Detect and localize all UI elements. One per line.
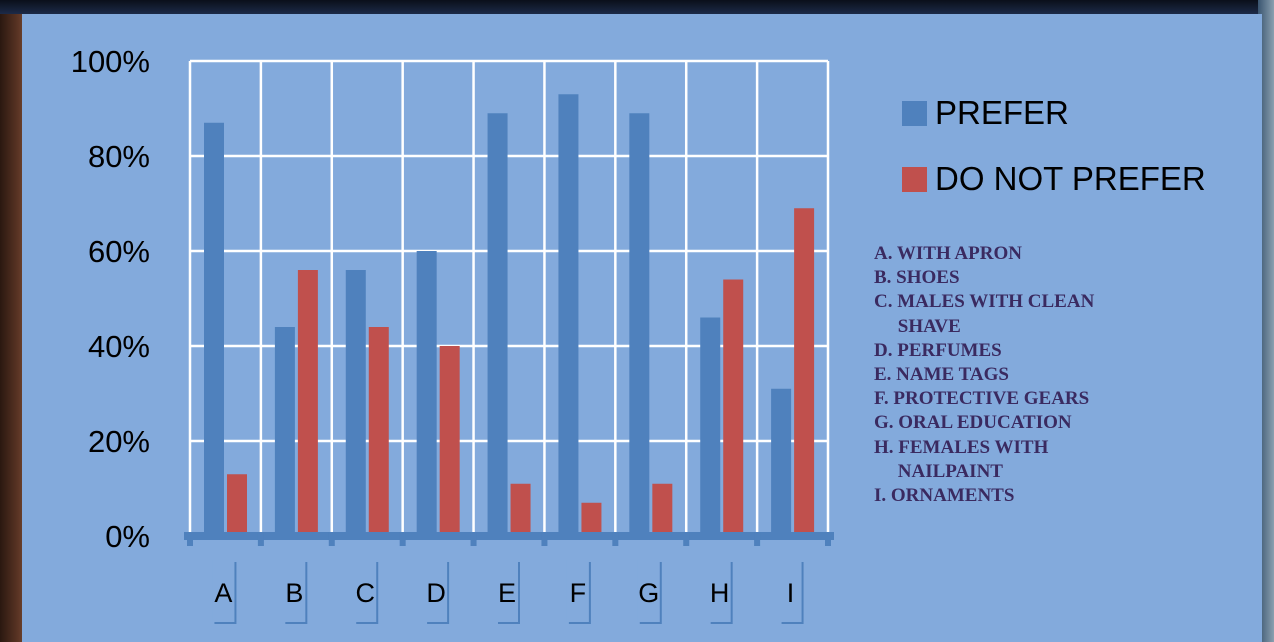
x-tick-label: D	[426, 578, 446, 608]
legend-swatch-do-not-prefer	[902, 166, 927, 192]
x-axis-tick	[683, 532, 690, 546]
x-axis	[184, 532, 834, 546]
legend-label-do-not-prefer: DO NOT PREFER	[935, 160, 1206, 197]
note-i: I. ORNAMENTS	[874, 485, 1015, 507]
x-tick-label: C	[355, 578, 375, 608]
x-tick-box-face	[496, 560, 518, 622]
note-g: G. ORAL EDUCATION	[874, 412, 1072, 434]
bars	[204, 94, 815, 536]
x-tick-label: H	[710, 578, 730, 608]
bar-do-not-prefer-h	[723, 279, 744, 536]
x-tick-box-face	[637, 560, 660, 622]
note-b: B. SHOES	[874, 267, 960, 289]
note-d: D. PERFUMES	[874, 339, 1002, 361]
y-tick-label: 20%	[88, 424, 150, 459]
x-axis-tick	[541, 532, 548, 546]
x-tick-label: B	[285, 578, 303, 608]
x-tick-box-face	[354, 560, 377, 622]
bar-do-not-prefer-e	[510, 483, 531, 536]
note-e: E. NAME TAGS	[874, 364, 1009, 386]
x-tick-box-face	[283, 560, 306, 622]
x-tick-box-face	[566, 560, 589, 622]
note-c-cont: SHAVE	[874, 315, 961, 337]
x-axis-tick	[257, 532, 264, 546]
x-axis-tick	[399, 532, 406, 546]
legend-label-prefer: PREFER	[935, 94, 1069, 131]
x-axis-tick	[754, 532, 761, 546]
bar-prefer-a	[204, 122, 224, 536]
bar-do-not-prefer-b	[297, 270, 318, 536]
bar-chart: 0% 20% 40% 60% 80% 100% A B C D E F G H I	[71, 44, 834, 624]
bar-prefer-b	[274, 327, 295, 536]
legend-item-do-not-prefer: DO NOT PREFER	[902, 160, 1206, 198]
note-h: H. FEMALES WITH	[874, 436, 1049, 458]
bar-do-not-prefer-i	[794, 208, 815, 536]
background-photo-right	[1258, 0, 1274, 642]
legend-item-prefer: PREFER	[902, 94, 1069, 132]
note-h-cont: NAILPAINT	[874, 460, 1003, 482]
x-axis-tick	[470, 532, 477, 546]
bar-prefer-g	[629, 113, 650, 536]
bar-do-not-prefer-c	[368, 327, 389, 536]
note-a: A. WITH APRON	[874, 243, 1022, 264]
y-tick-label: 60%	[88, 234, 150, 269]
legend-swatch-prefer	[902, 100, 927, 126]
x-tick-label: I	[787, 578, 795, 608]
bar-do-not-prefer-g	[652, 483, 673, 536]
bar-do-not-prefer-a	[227, 474, 247, 536]
y-tick-label: 40%	[88, 329, 150, 364]
note-c: C. MALES WITH CLEAN	[874, 291, 1095, 313]
bar-prefer-f	[558, 94, 579, 536]
bar-prefer-e	[487, 113, 508, 536]
category-notes: A. WITH APRON B. SHOES C. MALES WITH CLE…	[874, 242, 1214, 508]
x-axis-tick	[612, 532, 619, 546]
slide-panel: 0% 20% 40% 60% 80% 100% A B C D E F G H I PREFER DO N…	[22, 14, 1262, 642]
x-tick-label: A	[214, 578, 232, 608]
x-tick-box-face	[708, 560, 731, 622]
x-tick-labels: A B C D E F G H I	[212, 560, 804, 624]
bar-do-not-prefer-d	[439, 346, 460, 536]
x-tick-label: E	[498, 578, 516, 608]
bar-prefer-i	[771, 388, 792, 536]
bar-prefer-d	[416, 251, 437, 536]
x-axis-tick	[825, 532, 831, 546]
x-tick-box-face	[212, 560, 235, 622]
x-axis-tick	[328, 532, 335, 546]
y-tick-label: 100%	[71, 44, 150, 79]
x-tick-label: G	[638, 578, 659, 608]
x-axis-line	[184, 532, 834, 540]
bar-do-not-prefer-f	[581, 502, 602, 536]
y-tick-labels: 0% 20% 40% 60% 80% 100%	[71, 44, 150, 554]
x-tick-box-face	[779, 560, 802, 622]
bar-prefer-c	[345, 270, 366, 536]
background-photo-top	[0, 0, 1274, 14]
y-tick-label: 0%	[105, 519, 150, 554]
note-f: F. PROTECTIVE GEARS	[874, 388, 1090, 410]
bar-prefer-h	[700, 317, 721, 536]
x-axis-tick	[187, 532, 193, 546]
x-tick-box-face	[425, 560, 448, 622]
y-tick-label: 80%	[88, 139, 150, 174]
x-tick-label: F	[570, 578, 587, 608]
